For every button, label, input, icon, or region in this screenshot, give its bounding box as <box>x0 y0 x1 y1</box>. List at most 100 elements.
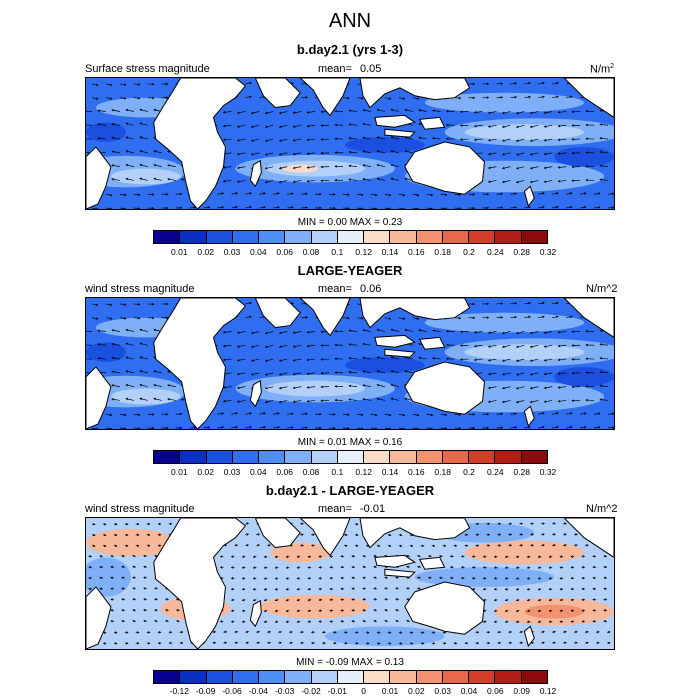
colorbar-tick-label: -0.06 <box>222 686 242 696</box>
colorbar-swatch <box>232 451 260 463</box>
colorbar-tick-label: 0.04 <box>460 686 478 696</box>
colorbar-tick-label: 0.04 <box>250 247 267 257</box>
panel-1-minmax: MIN = 0.00 MAX = 0.23 <box>297 217 403 228</box>
panel-3-unit: N/m^2 <box>586 503 618 515</box>
colorbar-swatch <box>154 231 181 243</box>
colorbar-swatch <box>469 671 496 683</box>
panel-1-mean-label: mean= <box>318 63 352 75</box>
land-masses <box>86 78 614 209</box>
colorbar-tick-label: -0.09 <box>195 686 216 696</box>
colorbar-swatch <box>232 231 260 243</box>
colorbar-tick-label: -0.03 <box>274 686 295 696</box>
colorbar-swatch <box>311 451 338 463</box>
colorbar-tick-label: 0.06 <box>276 247 293 257</box>
colorbar-tick-label: 0.12 <box>355 467 372 477</box>
colorbar-tick-label: 0.06 <box>487 686 504 696</box>
colorbar-tick-label: 0.12 <box>355 247 372 257</box>
panel-2-colorbar <box>153 450 548 464</box>
colorbar-tick-label: 0.06 <box>276 467 293 477</box>
colorbar-tick-label: 0.1 <box>331 467 344 477</box>
colorbar-tick-label: 0.08 <box>302 247 320 257</box>
colorbar-swatch <box>495 451 522 463</box>
colorbar-tick-label: 0.08 <box>302 467 320 477</box>
colorbar-tick-label: 0.02 <box>197 467 214 477</box>
colorbar-swatch <box>285 231 312 243</box>
colorbar-swatch <box>311 671 338 683</box>
panel-3-colorbar <box>153 670 548 684</box>
colorbar-tick-label: 0.1 <box>331 247 344 257</box>
colorbar-tick-label: -0.01 <box>327 686 348 696</box>
colorbar-tick-label: 0.02 <box>197 247 214 257</box>
colorbar-swatch <box>521 451 547 463</box>
panel-1-colorbar-ticks: 0.01 0.02 0.03 0.04 0.06 0.08 0.1 0.12 0.14 0.16 0… <box>153 247 556 259</box>
colorbar-tick-label: 0.03 <box>223 467 241 477</box>
colorbar-tick-label: 0.04 <box>250 467 267 477</box>
colorbar-swatch <box>311 231 338 243</box>
colorbar-tick-label: 0.18 <box>434 247 451 257</box>
panel-1-map <box>85 77 615 210</box>
colorbar-swatch <box>364 231 391 243</box>
panel-2-title: LARGE-YEAGER <box>297 263 403 278</box>
colorbar-swatch <box>442 671 470 683</box>
colorbar-tick-label: 0.24 <box>487 247 504 257</box>
colorbar-swatch <box>390 451 417 463</box>
panel-1-colorbar <box>153 230 548 244</box>
colorbar-tick-label: -0.02 <box>301 686 321 696</box>
colorbar-swatch <box>154 671 181 683</box>
colorbar-swatch <box>495 671 522 683</box>
colorbar-swatch <box>285 451 312 463</box>
colorbar-tick-label: 0.2 <box>463 247 475 257</box>
colorbar-swatch <box>390 671 417 683</box>
colorbar-tick-label: 0.2 <box>463 467 475 477</box>
colorbar-swatch <box>337 451 365 463</box>
colorbar-tick-label: 0.16 <box>408 467 425 477</box>
panel-1-mean-value: 0.05 <box>360 63 382 75</box>
colorbar-swatch <box>206 671 233 683</box>
colorbar-tick-label: -0.04 <box>248 686 269 696</box>
land-masses <box>86 518 614 649</box>
colorbar-swatch <box>442 231 470 243</box>
colorbar-tick-label: 0.01 <box>171 247 188 257</box>
panel-1-unit-exponent: 2 <box>610 63 615 70</box>
panel-2-minmax: MIN = 0.01 MAX = 0.16 <box>297 437 403 448</box>
colorbar-tick-label: 0 <box>361 686 367 696</box>
panel-1-unit: N/m2 <box>590 63 614 76</box>
colorbar-swatch <box>364 451 391 463</box>
colorbar-tick-label: 0.14 <box>381 467 399 477</box>
panel-3-colorbar-ticks: -0.12 -0.09 -0.06 -0.04 -0.03 -0.02 -0.01 0 0.01… <box>153 686 557 698</box>
colorbar-swatch <box>416 451 443 463</box>
colorbar-tick-label: 0.12 <box>539 686 557 696</box>
panel-2-mean-label: mean= <box>318 283 352 295</box>
colorbar-swatch <box>416 231 443 243</box>
colorbar-tick-label: 0.03 <box>223 247 241 257</box>
colorbar-swatch <box>521 231 547 243</box>
panel-3-title: b.day2.1 - LARGE-YEAGER <box>265 483 435 498</box>
colorbar-swatch <box>180 231 207 243</box>
colorbar-swatch <box>469 231 496 243</box>
colorbar-tick-label: 0.28 <box>513 247 530 257</box>
land-masses <box>86 298 614 429</box>
colorbar-tick-label: 0.24 <box>487 467 504 477</box>
colorbar-swatch <box>154 451 181 463</box>
colorbar-tick-label: 0.01 <box>171 467 188 477</box>
colorbar-tick-label: 0.18 <box>434 467 451 477</box>
panel-1-title: b.day2.1 (yrs 1-3) <box>296 42 404 57</box>
colorbar-swatch <box>521 671 547 683</box>
panel-2-colorbar-ticks: 0.01 0.02 0.03 0.04 0.06 0.08 0.1 0.12 0.14 0.16 0… <box>153 467 556 479</box>
ocean-field <box>86 78 614 209</box>
colorbar-tick-label: 0.02 <box>408 686 425 696</box>
colorbar-tick-label: 0.32 <box>539 247 557 257</box>
map-canvas <box>86 298 614 429</box>
colorbar-tick-label: 0.09 <box>513 686 530 696</box>
panel-3-mean-value: -0.01 <box>360 503 386 515</box>
colorbar-swatch <box>180 451 207 463</box>
page-title: ANN <box>328 10 372 32</box>
colorbar-tick-label: 0.28 <box>513 467 530 477</box>
colorbar-swatch <box>364 671 391 683</box>
colorbar-tick-label: 0.01 <box>381 686 399 696</box>
colorbar-swatch <box>180 671 207 683</box>
colorbar-swatch <box>442 451 470 463</box>
panel-3-map <box>85 517 615 650</box>
colorbar-tick-label: 0.32 <box>539 467 557 477</box>
colorbar-swatch <box>206 231 233 243</box>
